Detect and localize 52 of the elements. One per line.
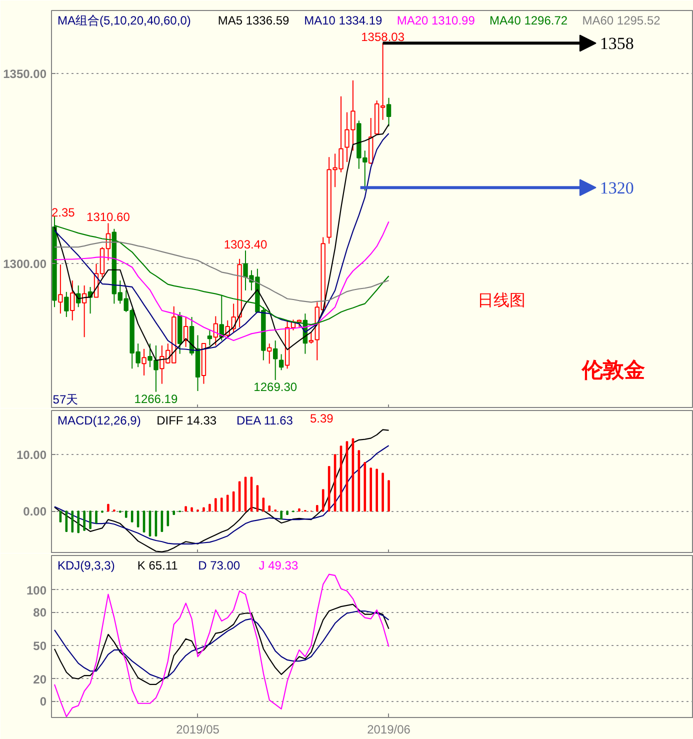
text: MA60 1295.52 — [582, 14, 661, 28]
y-tick-label: 0.00 — [23, 504, 47, 519]
line-series — [54, 610, 390, 680]
text: 伦敦金 — [580, 358, 645, 382]
line-series — [54, 444, 390, 544]
text: D 73.00 — [198, 558, 240, 572]
legend-title: MACD(12,26,9) — [57, 414, 141, 428]
text: MA40 1296.72 — [490, 14, 568, 28]
text: MA20 1310.99 — [396, 14, 476, 28]
y-tick-label: 50 — [33, 639, 47, 654]
annotation: 1266.19 — [134, 392, 178, 406]
legend-title: MA组合(5,10,20,40,60,0) — [57, 14, 191, 28]
y-tick-label: 100 — [26, 583, 47, 598]
x-tick-label: 2019/05 — [176, 722, 220, 736]
annotation: 1269.30 — [254, 380, 298, 394]
candlestick — [273, 340, 278, 381]
line-series — [54, 221, 390, 342]
line-series — [54, 429, 390, 552]
text: DEA 11.63 — [236, 414, 294, 428]
candlestick — [142, 348, 146, 376]
text: K 65.11 — [137, 558, 178, 572]
candlestick — [386, 97, 392, 127]
candlestick — [267, 343, 272, 364]
candlestick — [308, 332, 314, 344]
text: 日线图 — [478, 292, 526, 310]
annotation: 1358.03 — [361, 30, 405, 44]
y-tick-label: 20 — [33, 672, 47, 686]
candlestick — [278, 354, 284, 371]
y-tick-label: 0 — [40, 694, 47, 709]
annotation: 1310.60 — [86, 210, 130, 224]
candlestick — [207, 330, 212, 346]
legend-title: KDJ(9,3,3) — [57, 558, 115, 572]
candlestick — [58, 264, 63, 314]
y-tick-label: 1350.00 — [3, 67, 47, 82]
line-series — [54, 604, 390, 686]
text: MA5 1336.59 — [218, 14, 290, 28]
text: 1320 — [600, 178, 634, 198]
annotation: 2.35 — [52, 206, 76, 220]
annotation: 1303.40 — [224, 238, 268, 252]
y-tick-label: 80 — [33, 606, 47, 620]
candlestick — [64, 291, 69, 318]
x-tick-label: 2019/06 — [367, 722, 411, 736]
text: J 49.33 — [258, 558, 298, 572]
y-tick-label: 1300.00 — [3, 256, 47, 271]
candlestick — [70, 280, 75, 321]
y-tick-label: 10.00 — [16, 448, 47, 462]
text: MA10 1334.19 — [304, 14, 383, 28]
text: DIFF 14.33 — [156, 414, 217, 428]
text: 1358 — [600, 34, 634, 54]
annotation: 57天 — [52, 392, 78, 407]
line-series — [54, 574, 390, 718]
series-label: 5.39 — [310, 412, 334, 426]
